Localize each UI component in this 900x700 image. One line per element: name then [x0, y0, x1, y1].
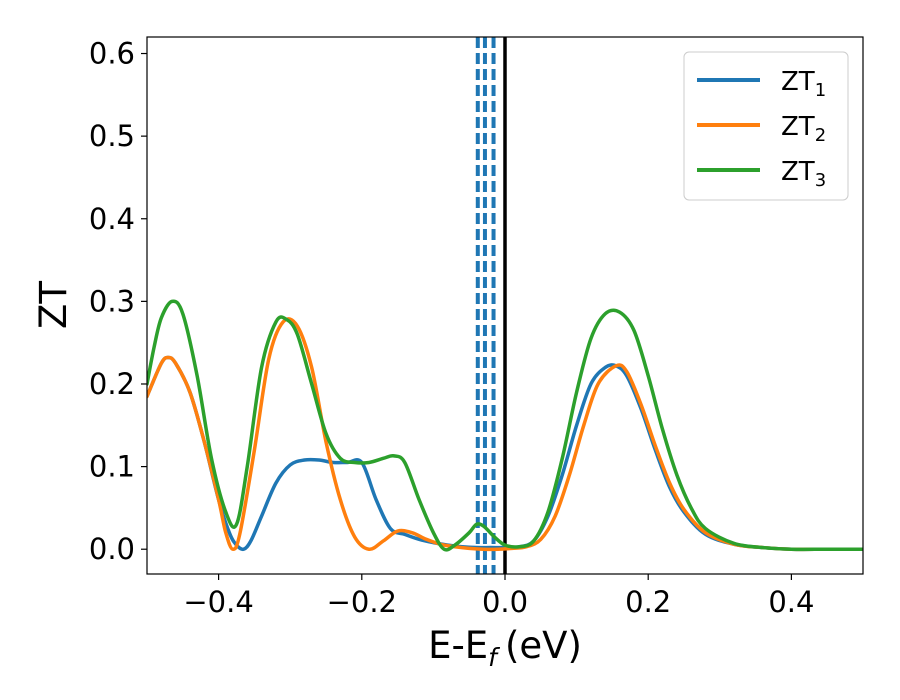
legend-label-series-2: ZT2 — [781, 112, 826, 146]
x-tick-label: 0.4 — [768, 585, 814, 619]
x-axis-title-unit: (eV) — [505, 624, 582, 667]
x-axis-title: E-Ef (eV) — [428, 624, 582, 672]
x-axis-ticks: −0.4 −0.2 0.0 0.2 0.4 — [183, 574, 814, 619]
y-tick-label: 0.5 — [89, 119, 135, 153]
legend-label-series-3-main: ZT — [781, 157, 815, 187]
reference-lines — [475, 37, 507, 574]
legend-label-series-3-sub: 3 — [815, 170, 826, 191]
x-tick-label: −0.4 — [183, 585, 253, 619]
y-tick-label: 0.3 — [89, 284, 135, 318]
x-axis-title-main: E-E — [428, 624, 488, 667]
y-axis-title: ZT — [32, 281, 75, 329]
legend: ZT1 ZT2 ZT3 — [683, 51, 849, 201]
legend-label-series-2-main: ZT — [781, 112, 815, 142]
x-tick-label: 0.2 — [625, 585, 671, 619]
y-tick-label: 0.6 — [89, 37, 135, 71]
y-tick-label: 0.1 — [89, 450, 135, 484]
y-tick-label: 0.2 — [89, 367, 135, 401]
x-axis-title-sub: f — [488, 643, 500, 672]
legend-label-series-1-main: ZT — [781, 67, 815, 97]
legend-label-series-3: ZT3 — [781, 157, 826, 191]
x-tick-label: 0.0 — [482, 585, 528, 619]
y-tick-label: 0.4 — [89, 202, 135, 236]
series-lines — [147, 299, 863, 552]
y-axis-ticks: 0.0 0.1 0.2 0.3 0.4 0.5 0.6 — [89, 37, 147, 566]
legend-label-series-2-sub: 2 — [815, 125, 826, 146]
legend-label-series-1-sub: 1 — [815, 80, 826, 101]
series-line-3 — [147, 299, 863, 552]
y-tick-label: 0.0 — [89, 532, 135, 566]
x-tick-label: −0.2 — [327, 585, 397, 619]
legend-label-series-1: ZT1 — [781, 67, 826, 101]
legend-box — [683, 51, 849, 201]
